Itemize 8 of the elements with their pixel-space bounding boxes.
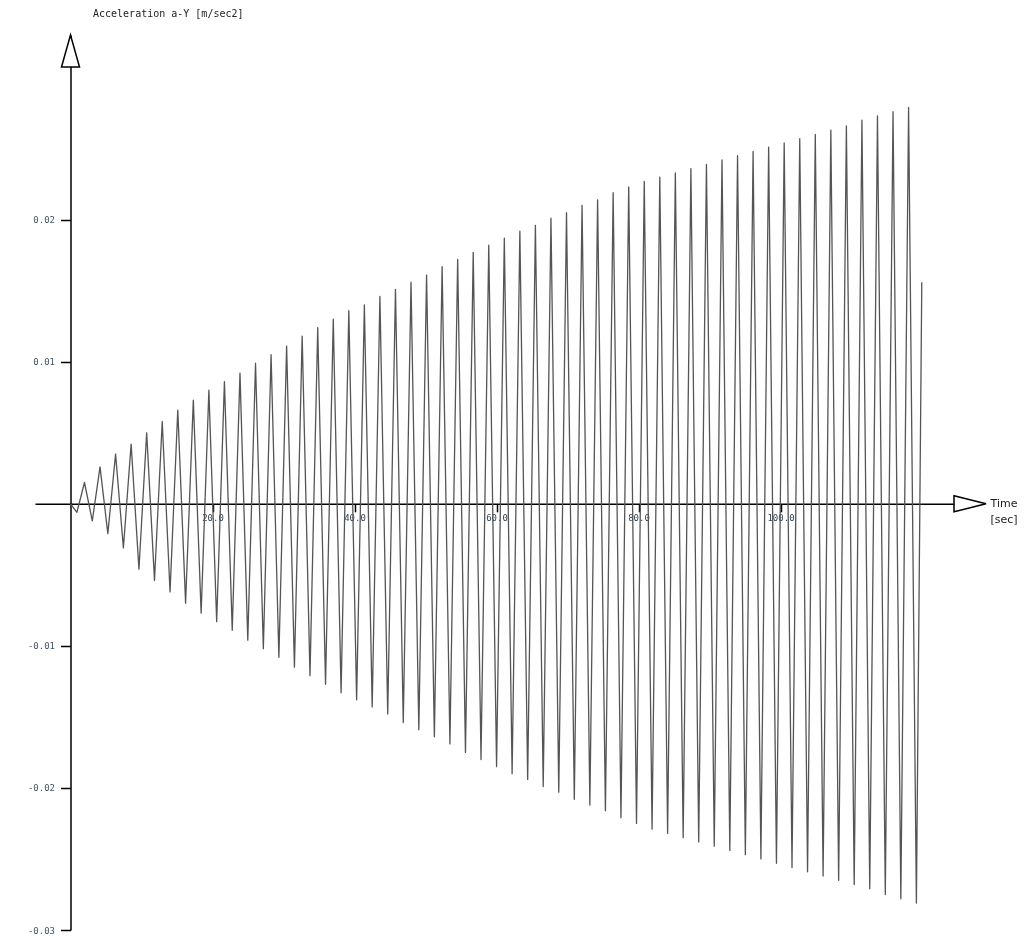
x-axis-title: Time [sec] (989, 497, 1018, 527)
y-tick-label: -0.02 (27, 783, 55, 794)
y-axis-title: Acceleration a-Y [m/sec2] (93, 7, 244, 19)
line-series (69, 106, 923, 904)
y-tick-label: -0.03 (27, 925, 55, 936)
y-tick-label: -0.01 (27, 641, 55, 652)
y-tick-label: 0.01 (33, 357, 55, 368)
y-tick-label: 0.02 (33, 215, 55, 226)
